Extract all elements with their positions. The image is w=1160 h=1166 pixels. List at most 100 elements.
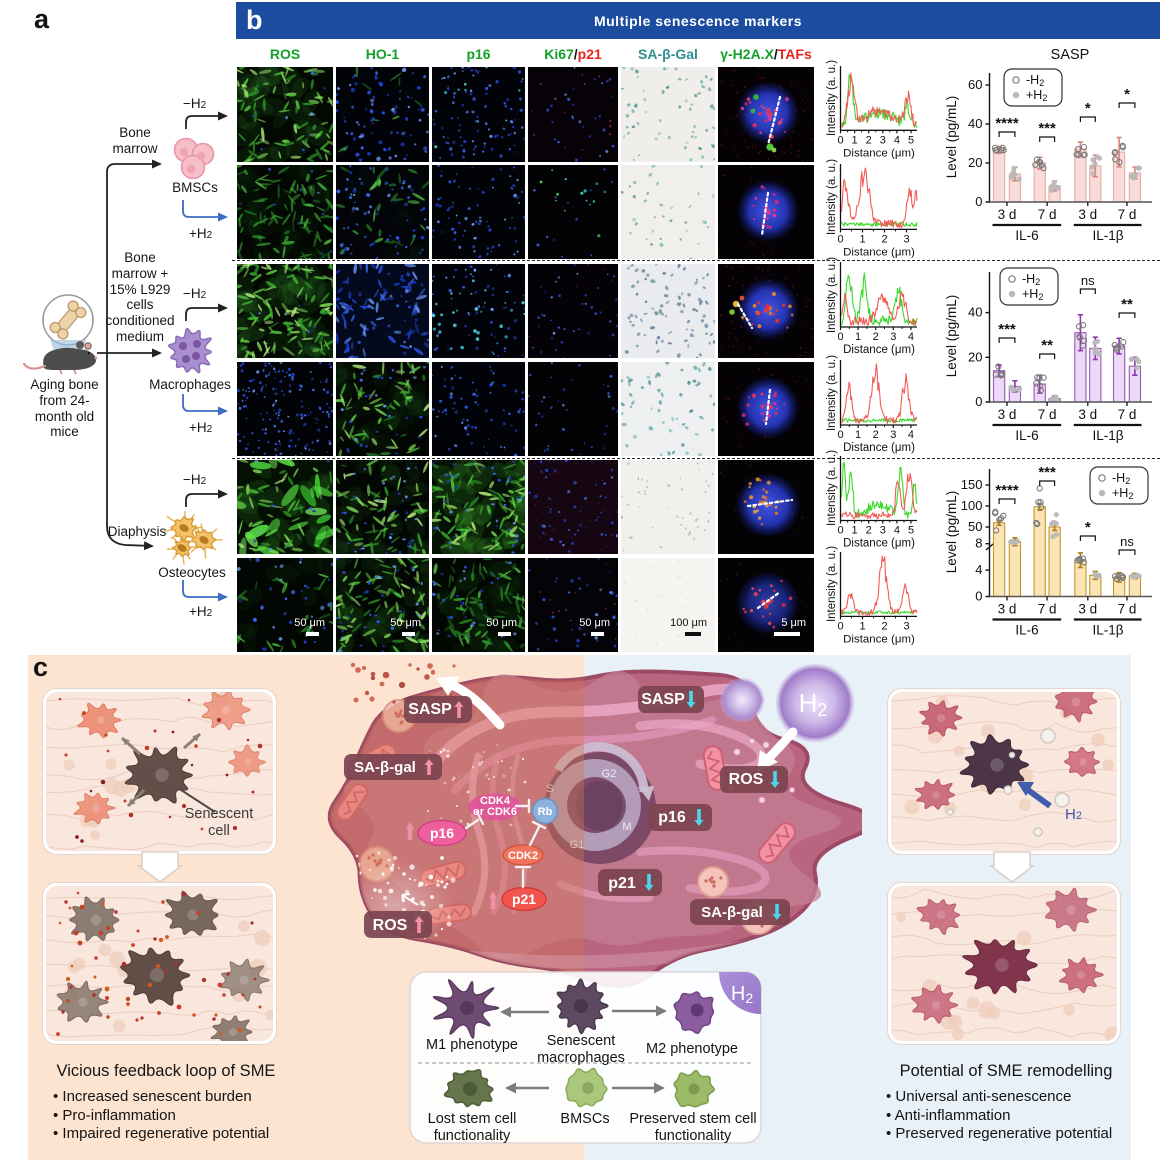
svg-text:4: 4 [975,562,982,577]
svg-text:*: * [1085,519,1091,536]
svg-text:4: 4 [894,525,900,537]
svg-text:2: 2 [873,331,879,343]
svg-text:SA-β-gal: SA-β-gal [701,904,763,921]
svg-text:1: 1 [852,525,858,537]
svg-text:*: * [1124,86,1130,103]
svg-text:p21: p21 [608,875,636,892]
svg-text:IL-6: IL-6 [1015,428,1038,443]
svg-text:G1: G1 [570,839,585,851]
svg-text:100: 100 [961,498,983,513]
svg-text:7 d: 7 d [1118,407,1137,422]
svg-text:+H2: +H2 [1026,88,1047,103]
svg-text:7 d: 7 d [1038,407,1057,422]
svg-text:7 d: 7 d [1038,207,1057,222]
svg-text:Distance (μm): Distance (μm) [843,344,915,356]
svg-text:+H2: +H2 [1022,287,1043,302]
svg-text:0: 0 [837,429,843,441]
svg-text:p21: p21 [512,891,536,907]
svg-text:7 d: 7 d [1118,602,1137,617]
svg-text:*: * [1085,100,1091,117]
svg-text:***: *** [1038,120,1056,137]
svg-text:2: 2 [866,525,872,537]
svg-text:+H2: +H2 [1112,486,1133,501]
svg-text:IL-1β: IL-1β [1092,228,1123,243]
svg-text:50: 50 [968,519,982,534]
svg-text:Distance (μm): Distance (μm) [843,246,915,258]
svg-text:CDK4: CDK4 [480,795,511,807]
svg-text:3: 3 [880,134,886,146]
svg-text:G2: G2 [602,768,617,780]
svg-text:3: 3 [903,233,909,245]
svg-text:1: 1 [855,331,861,343]
svg-text:ns: ns [1081,273,1095,288]
svg-text:0: 0 [975,394,982,409]
svg-text:3: 3 [880,525,886,537]
svg-text:SA-β-gal: SA-β-gal [354,759,416,776]
svg-text:0: 0 [837,134,843,146]
svg-text:***: *** [998,321,1016,338]
svg-text:Rb: Rb [538,806,553,818]
svg-text:or CDK6: or CDK6 [473,806,517,818]
svg-text:p16: p16 [430,825,454,841]
svg-text:0: 0 [837,233,843,245]
svg-text:1: 1 [852,134,858,146]
svg-text:3 d: 3 d [998,207,1017,222]
svg-text:0: 0 [975,589,982,604]
svg-text:****: **** [995,482,1019,499]
svg-text:**: ** [1041,337,1053,354]
svg-text:8: 8 [975,536,982,551]
svg-text:S: S [546,783,553,795]
svg-text:3 d: 3 d [1078,407,1097,422]
svg-text:7 d: 7 d [1118,207,1137,222]
svg-text:0: 0 [837,620,843,632]
svg-text:IL-1β: IL-1β [1092,623,1123,638]
svg-text:3 d: 3 d [1078,207,1097,222]
svg-text:****: **** [995,115,1019,132]
svg-text:M: M [622,821,631,833]
svg-text:ROS: ROS [373,917,408,934]
svg-text:Distance (μm): Distance (μm) [843,442,915,454]
svg-text:CDK2: CDK2 [508,850,538,862]
svg-text:7 d: 7 d [1038,602,1057,617]
svg-text:ns: ns [1120,534,1134,549]
svg-text:p16: p16 [658,809,686,826]
svg-text:5: 5 [908,525,914,537]
svg-text:3: 3 [903,620,909,632]
svg-text:***: *** [1038,464,1056,481]
svg-text:IL-6: IL-6 [1015,228,1038,243]
svg-text:60: 60 [968,77,982,92]
svg-text:3 d: 3 d [998,602,1017,617]
svg-text:3 d: 3 d [1078,602,1097,617]
svg-text:SASP: SASP [641,691,685,708]
svg-text:0: 0 [975,194,982,209]
svg-text:4: 4 [908,331,914,343]
svg-text:4: 4 [894,134,900,146]
svg-text:40: 40 [968,305,982,320]
svg-text:2: 2 [881,233,887,245]
svg-text:SASP: SASP [408,701,452,718]
svg-text:Distance (μm): Distance (μm) [843,633,915,645]
svg-text:1: 1 [855,429,861,441]
svg-text:0: 0 [837,331,843,343]
svg-text:3: 3 [890,331,896,343]
svg-text:20: 20 [968,155,982,170]
svg-text:ROS: ROS [729,771,764,788]
svg-text:20: 20 [968,349,982,364]
svg-text:0: 0 [837,525,843,537]
svg-text:4: 4 [908,429,914,441]
svg-text:Distance (μm): Distance (μm) [843,147,915,159]
svg-text:1: 1 [859,620,865,632]
svg-text:IL-6: IL-6 [1015,623,1038,638]
svg-text:SASP: SASP [1051,47,1090,63]
svg-text:Distance (μm): Distance (μm) [843,538,915,550]
svg-text:2: 2 [866,134,872,146]
svg-text:IL-1β: IL-1β [1092,428,1123,443]
svg-text:40: 40 [968,116,982,131]
svg-text:2: 2 [873,429,879,441]
svg-text:5: 5 [908,134,914,146]
svg-text:2: 2 [881,620,887,632]
svg-text:3 d: 3 d [998,407,1017,422]
svg-text:3: 3 [890,429,896,441]
svg-text:1: 1 [859,233,865,245]
svg-text:**: ** [1121,296,1133,313]
